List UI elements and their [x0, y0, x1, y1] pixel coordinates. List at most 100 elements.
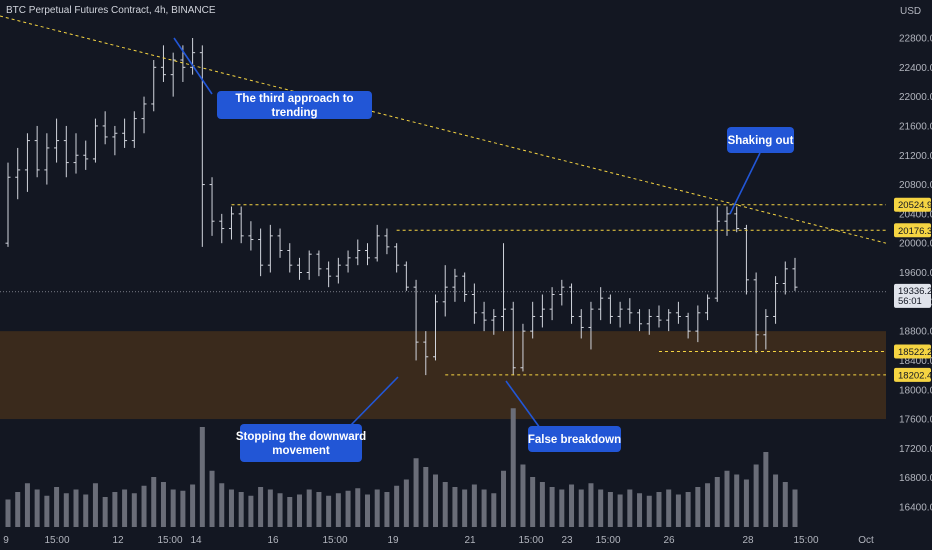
countdown-timer: 56:01	[898, 296, 922, 307]
volume-bar	[355, 488, 361, 527]
price-tick-label: 18400.0	[899, 356, 932, 367]
ohlc-bar	[627, 298, 633, 324]
volume-bar	[296, 494, 302, 527]
ohlc-bar	[122, 118, 128, 148]
price-tick-label: 19600.0	[899, 268, 932, 279]
volume-bar	[180, 490, 186, 527]
price-tick-label: 20800.0	[899, 180, 932, 191]
ohlc-bar	[44, 133, 50, 185]
ohlc-bar	[248, 221, 254, 251]
volume-bar	[267, 489, 273, 527]
volume-bar	[122, 489, 128, 527]
ohlc-bar	[637, 309, 643, 332]
ohlc-bar	[646, 309, 652, 335]
ohlc-bar	[131, 111, 137, 148]
volume-bar	[258, 487, 264, 527]
price-level-tag	[894, 223, 931, 238]
callout-pointer	[505, 380, 541, 429]
time-axis[interactable]: 9 15:00 12 15:00 14 16 15:00 19 21 15:00 23 15:00 26…	[3, 535, 874, 546]
ohlc-bar	[724, 206, 730, 236]
callout-box	[727, 127, 794, 153]
volume-bar	[92, 483, 98, 527]
ohlc-bar	[394, 243, 400, 273]
ohlc-bar	[326, 261, 332, 288]
ohlc-bar	[539, 294, 545, 328]
ohlc-bar	[54, 118, 60, 163]
volume-bar	[131, 493, 137, 527]
volume-bar	[170, 489, 176, 527]
ohlc-bar	[209, 177, 215, 236]
price-level-tag	[894, 197, 931, 212]
currency-label: USD	[900, 6, 922, 17]
volume-bar	[627, 489, 633, 527]
ohlc-bar	[510, 301, 516, 376]
volume-bar	[238, 492, 244, 527]
ohlc-bar	[73, 133, 79, 174]
volume-bar	[637, 493, 643, 527]
time-tick-label: 14	[190, 535, 202, 546]
time-tick-label: 15:00	[44, 535, 69, 546]
volume-bar	[384, 492, 390, 527]
ohlc-bar	[462, 272, 468, 302]
annotations: The third approach to trending Shaking out…	[173, 37, 794, 462]
volume-bar	[685, 492, 691, 527]
ohlc-bar	[491, 309, 497, 335]
volume-bar	[83, 494, 89, 527]
ohlc-bar	[374, 224, 380, 262]
ohlc-bar	[607, 294, 613, 324]
volume-bar	[462, 489, 468, 527]
ohlc-bar	[258, 228, 264, 277]
ohlc-bar	[277, 228, 283, 258]
time-tick-label: 15:00	[157, 535, 182, 546]
ohlc-bar	[433, 294, 439, 361]
price-level-tag	[894, 367, 931, 382]
volume-bar	[15, 492, 21, 527]
ohlc-bar	[34, 125, 40, 178]
volume-bar	[335, 493, 341, 527]
ohlc-bar	[530, 301, 536, 339]
volume-bar	[287, 497, 293, 527]
time-tick-label: Oct	[858, 535, 874, 546]
chart-title: BTC Perpetual Futures Contract, 4h, BINA…	[6, 5, 216, 16]
ohlc-bar	[666, 309, 672, 332]
ohlc-bar	[782, 261, 788, 295]
price-tick-label: 17600.0	[899, 415, 932, 426]
ohlc-bar	[83, 140, 89, 170]
descending-trendline[interactable]	[0, 15, 887, 244]
volume-bar	[598, 489, 604, 527]
time-tick-label: 21	[464, 535, 476, 546]
price-tick-label: 20000.0	[899, 239, 932, 250]
volume-bar	[743, 479, 749, 527]
volume-bar	[423, 467, 429, 527]
volume-bar	[403, 479, 409, 527]
volume-bar	[491, 493, 497, 527]
time-tick-label: 12	[112, 535, 124, 546]
volume-bar	[501, 470, 507, 527]
callout-text: Stopping the downward	[236, 431, 366, 443]
volume-bar	[209, 470, 215, 527]
ohlc-bar	[63, 125, 69, 178]
volume-bar	[190, 484, 196, 527]
time-tick-label: 15:00	[322, 535, 347, 546]
ohlc-bar	[199, 45, 205, 247]
current-price-value: 19336.2	[898, 286, 932, 297]
volume-bar	[569, 484, 575, 527]
volume-bar	[219, 483, 225, 527]
volume-bar	[316, 492, 322, 527]
ohlc-bar	[267, 224, 273, 273]
ohlc-bar	[705, 294, 711, 321]
volume-bar	[539, 482, 545, 527]
price-tick-label: 18000.0	[899, 385, 932, 396]
volume-bar	[394, 485, 400, 527]
volume-bar	[510, 408, 516, 527]
volume-bar	[141, 485, 147, 527]
ohlc-bar	[364, 243, 370, 266]
callout-box	[240, 424, 362, 462]
ohlc-bar	[151, 59, 157, 112]
volume-bar	[24, 483, 30, 527]
volume-bar	[34, 489, 40, 527]
ohlc-bar	[617, 301, 623, 328]
current-price-tag	[894, 283, 931, 308]
price-axis[interactable]: 16400.0 16800.0 17200.0 17600.0 18000.0 18400…	[894, 34, 932, 514]
